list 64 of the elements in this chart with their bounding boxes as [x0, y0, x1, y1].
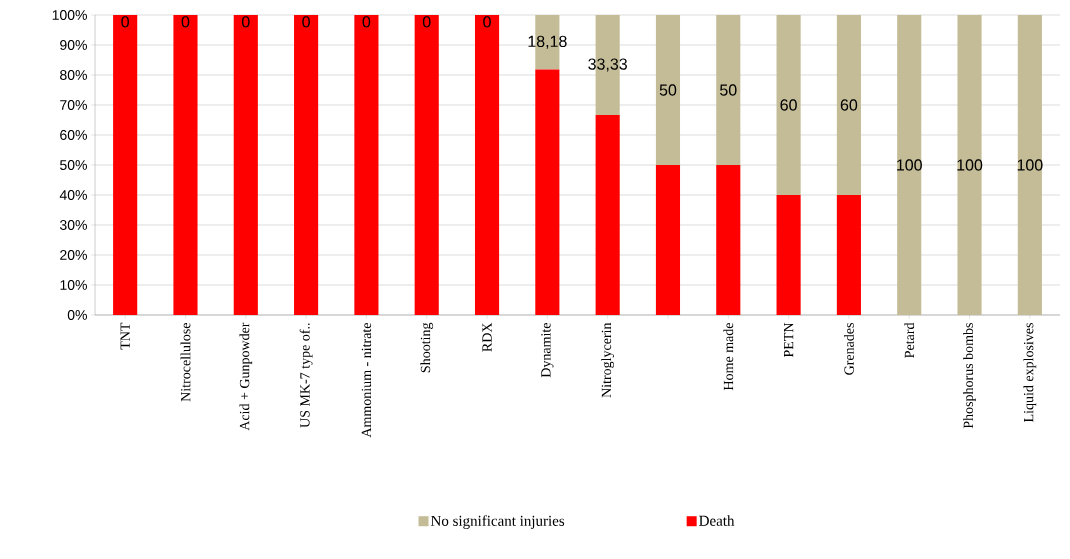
data-label: 100	[897, 159, 922, 171]
y-tick-label: 60%	[60, 130, 87, 140]
x-tick-label: Nitrocellulose	[180, 323, 191, 402]
data-label: 100	[957, 159, 983, 171]
x-tick-label: Shooting	[420, 322, 434, 373]
y-tick-label: 90%	[60, 40, 87, 50]
data-label: 0	[422, 16, 431, 28]
x-tick-label: PETN	[784, 322, 794, 358]
x-tick-label: Petard	[904, 322, 915, 358]
data-label: 100	[1017, 159, 1043, 171]
bar	[776, 15, 801, 195]
bar	[957, 15, 982, 315]
x-tick-label: Ammonium - nitrate	[361, 323, 372, 438]
bar	[1017, 15, 1042, 315]
data-label: 0	[241, 16, 250, 28]
data-label: 0	[302, 16, 310, 28]
bar	[655, 165, 681, 315]
x-tick-label: Acid + Gunpowder	[239, 322, 253, 431]
data-label: 18,18	[528, 35, 567, 49]
data-label: 0	[121, 16, 129, 28]
x-tick-label: Grenades	[843, 323, 854, 375]
x-tick-label: RDX	[482, 322, 492, 352]
data-label: 60	[840, 99, 858, 111]
y-tick-label: 70%	[60, 100, 87, 110]
y-tick-label: 40%	[59, 190, 87, 200]
bar	[474, 15, 500, 315]
bar	[897, 15, 922, 315]
y-tick-label: 30%	[59, 220, 87, 230]
legend-label: Death	[699, 515, 735, 526]
y-tick-label: 50%	[60, 160, 87, 170]
bar	[716, 165, 741, 315]
y-tick-label: 100%	[52, 10, 87, 20]
x-tick-label: Phosphorus bombs	[963, 323, 976, 429]
bar	[233, 15, 258, 315]
data-label: 60	[780, 99, 797, 111]
x-tick-label: US MK-7 type of..	[299, 323, 313, 428]
bar	[716, 15, 741, 165]
data-label: 0	[181, 16, 190, 28]
x-tick-label: Nitroglycerin	[601, 322, 615, 398]
data-label: 33,33	[588, 58, 627, 72]
bar	[776, 194, 801, 315]
y-tick-label: 20%	[60, 250, 87, 260]
x-tick-label: TNT	[120, 322, 130, 350]
data-label: 50	[659, 84, 677, 96]
bar	[354, 15, 379, 315]
bar	[836, 15, 861, 195]
bar	[173, 15, 198, 315]
bar	[655, 15, 681, 165]
bar	[535, 69, 560, 315]
y-tick-label: 10%	[60, 280, 87, 290]
data-label: 50	[720, 84, 737, 96]
x-tick-label: Home made	[723, 323, 734, 391]
x-tick-label: Liquid explosives	[1023, 323, 1037, 423]
x-tick-label: Dynamite	[541, 323, 554, 378]
bar	[294, 15, 319, 315]
legend-label: No significant injuries	[430, 515, 565, 529]
bar	[836, 194, 861, 315]
data-label: 0	[483, 16, 491, 28]
bar	[414, 15, 439, 315]
bar	[595, 114, 620, 315]
data-label: 0	[362, 16, 371, 28]
y-tick-label: 0%	[67, 310, 87, 320]
bar	[113, 15, 138, 315]
y-tick-label: 80%	[60, 70, 87, 80]
